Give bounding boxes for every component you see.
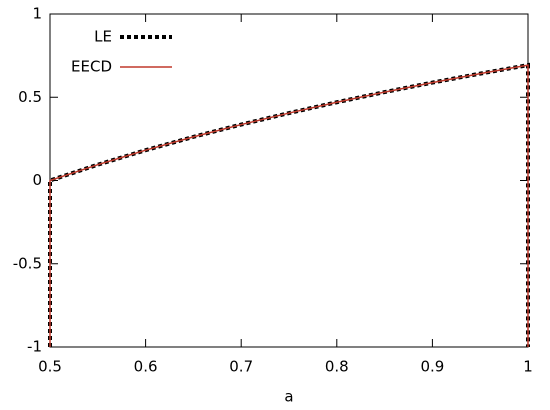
legend-label: LE <box>94 28 112 46</box>
series-line <box>48 62 530 347</box>
x-tick-label: 0.5 <box>38 358 62 376</box>
x-tick-label: 0.6 <box>134 358 158 376</box>
y-tick-label: 0 <box>32 171 42 189</box>
x-tick-label: 0.7 <box>229 358 253 376</box>
y-tick-label: 1 <box>32 5 42 23</box>
x-tick-label: 0.8 <box>325 358 349 376</box>
y-tick-label: -1 <box>27 338 42 356</box>
x-axis-label: a <box>284 388 293 406</box>
y-tick-label: 0.5 <box>18 88 42 106</box>
plot-frame <box>49 13 529 348</box>
x-tick-label: 1 <box>523 358 533 376</box>
x-tick-label: 0.9 <box>420 358 444 376</box>
legend-label: EECD <box>71 58 112 76</box>
y-tick-label: -0.5 <box>13 254 42 272</box>
series-line <box>49 64 529 347</box>
